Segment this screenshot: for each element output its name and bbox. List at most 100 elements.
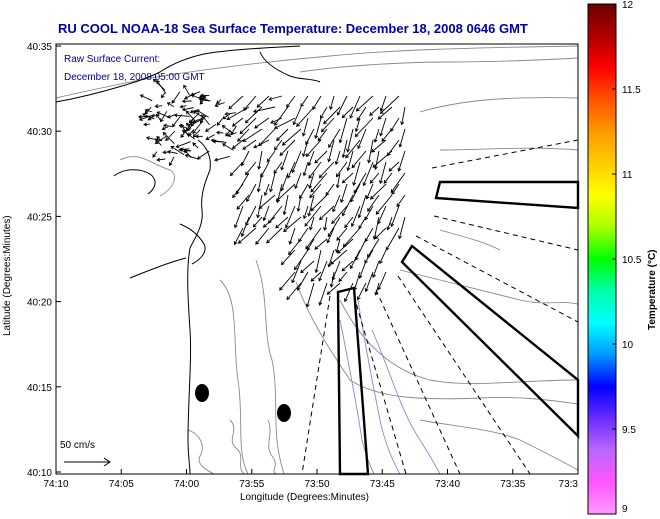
current-arrow — [357, 128, 367, 150]
colorbar-label: Temperature (°C) — [647, 250, 658, 331]
current-arrow — [299, 183, 309, 200]
contour-line — [119, 156, 175, 197]
colorbar-ticks: 12 11.5 11 10.5 10 9.5 9 — [612, 0, 642, 515]
current-arrow — [325, 183, 335, 196]
current-arrow — [388, 161, 400, 172]
current-arrow — [242, 128, 263, 142]
coast-nj-shore — [187, 247, 192, 475]
y-axis: 40:35 40:30 40:25 40:20 40:15 40:10 — [27, 42, 61, 479]
x-axis: 74:10 74:05 74:00 73:55 73:50 73:45 73:40 73:35… — [43, 469, 579, 490]
current-arrow — [367, 139, 374, 164]
current-arrow — [284, 205, 296, 229]
x-tick-label: 73:50 — [304, 479, 329, 490]
current-arrow — [275, 216, 289, 229]
current-arrow — [181, 107, 194, 112]
channel-line — [371, 329, 441, 475]
current-arrow — [282, 194, 289, 216]
current-arrow — [137, 114, 155, 119]
current-arrow — [332, 194, 341, 213]
current-arrow — [294, 249, 309, 271]
current-arrow — [375, 194, 393, 215]
current-arrow — [302, 205, 309, 220]
current-arrow — [160, 92, 166, 99]
current-arrow — [222, 143, 234, 151]
current-arrow — [369, 183, 387, 200]
current-arrow — [310, 271, 322, 282]
y-tick-label: 40:30 — [27, 127, 52, 138]
current-arrow — [279, 271, 296, 291]
current-arrow — [268, 95, 283, 101]
current-arrow — [323, 216, 328, 231]
current-arrow — [341, 106, 354, 119]
current-arrow — [258, 128, 276, 147]
current-arrow — [180, 123, 190, 138]
current-arrow — [263, 183, 270, 197]
current-arrow — [221, 125, 234, 134]
current-arrow — [343, 282, 354, 303]
current-arrow — [373, 128, 380, 143]
radial-line — [375, 289, 461, 475]
current-arrow — [179, 104, 187, 109]
current-arrow — [242, 139, 257, 150]
contour-line — [295, 281, 579, 405]
current-arrow — [275, 183, 296, 202]
current-arrow — [268, 172, 276, 193]
colorbar: 12 11.5 11 10.5 10 9.5 9 Temperature (°C) — [587, 0, 658, 515]
y-tick-label: 40:20 — [27, 298, 52, 309]
current-arrow — [379, 249, 387, 265]
current-arrow — [291, 150, 302, 174]
current-arrow — [345, 139, 361, 159]
contour-line — [439, 229, 501, 251]
coast-ny-shore — [55, 45, 301, 103]
colorbar-tick-label: 10 — [622, 340, 634, 351]
current-arrow — [266, 227, 283, 244]
current-arrow — [341, 194, 354, 217]
current-arrow — [308, 172, 315, 190]
current-arrow — [198, 94, 207, 100]
current-arrow — [160, 111, 168, 123]
current-arrow — [354, 238, 367, 261]
x-tick-label: 74:10 — [43, 479, 68, 490]
current-arrow — [161, 126, 169, 131]
current-arrow — [326, 282, 341, 295]
current-arrow — [276, 128, 289, 142]
contour-line — [267, 419, 277, 475]
current-arrow — [357, 194, 367, 219]
current-arrow — [192, 120, 204, 135]
radial-line — [397, 275, 531, 475]
x-tick-label: 74:00 — [174, 479, 199, 490]
current-arrow — [262, 205, 270, 222]
current-arrow — [183, 84, 190, 96]
current-arrow — [252, 106, 276, 114]
current-arrow — [317, 128, 328, 142]
current-arrow — [314, 238, 328, 250]
current-arrow — [319, 205, 335, 221]
current-arrow — [280, 249, 296, 266]
current-arrow — [184, 153, 200, 160]
current-arrow — [215, 130, 224, 135]
current-arrow — [397, 216, 406, 240]
current-arrow — [214, 155, 230, 162]
current-arrow — [233, 227, 244, 246]
x-tick-label: 73:40 — [435, 479, 460, 490]
current-arrow — [152, 151, 158, 158]
current-arrow — [273, 161, 283, 174]
current-arrow — [301, 117, 309, 137]
current-arrow — [270, 117, 283, 124]
current-arrow — [355, 95, 374, 112]
x-tick-label: 74:05 — [109, 479, 134, 490]
radial-lines — [301, 139, 579, 475]
current-arrow — [216, 118, 223, 126]
current-arrow — [305, 282, 315, 308]
x-tick-label: 73:45 — [370, 479, 395, 490]
current-arrow — [329, 95, 335, 111]
current-arrow — [260, 161, 270, 179]
current-arrow — [167, 114, 176, 119]
current-arrow — [205, 134, 215, 140]
scale-label: 50 cm/s — [60, 440, 95, 451]
current-arrow — [229, 161, 244, 177]
colorbar-tick-label: 9.5 — [622, 425, 636, 436]
current-arrow — [279, 139, 296, 157]
current-arrow — [236, 194, 250, 210]
current-arrow — [274, 106, 289, 126]
